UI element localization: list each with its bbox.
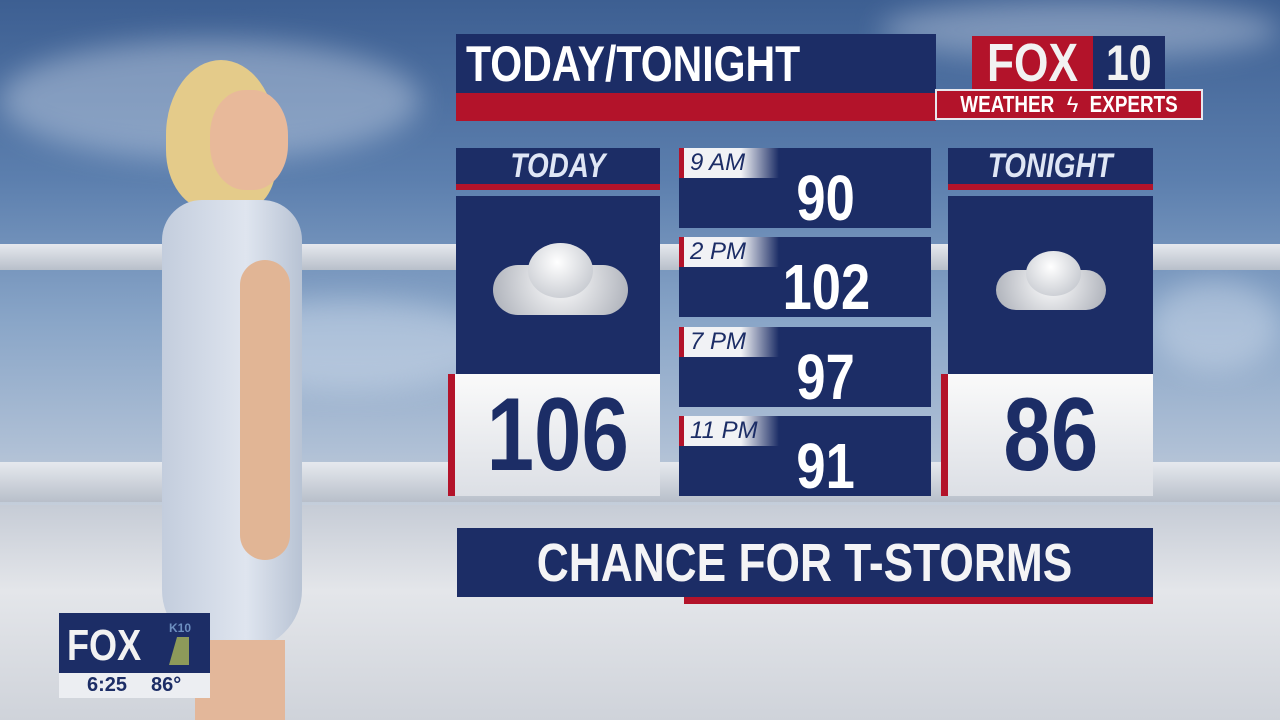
- logo-tagline-left: WEATHER: [960, 91, 1055, 117]
- banner-underline: [684, 597, 1153, 604]
- tonight-label: TONIGHT: [988, 146, 1113, 185]
- hour-temp: 102: [782, 251, 870, 323]
- title-underline: [456, 93, 936, 121]
- hour-label: 9 AM: [679, 148, 779, 178]
- cloud: [1150, 280, 1280, 370]
- hourly-row: 9 AM 90: [679, 148, 931, 234]
- hour-temp: 97: [796, 341, 856, 413]
- hour-label: 7 PM: [679, 327, 779, 357]
- hourly-row: 11 PM 91: [679, 416, 931, 502]
- page-title: TODAY/TONIGHT: [466, 36, 801, 92]
- hourly-row: 7 PM 97: [679, 327, 931, 413]
- today-high-temp: 106: [486, 377, 629, 493]
- logo-channel: 10: [1106, 35, 1152, 91]
- hourly-row: 2 PM 102: [679, 237, 931, 323]
- tonight-low-temp: 86: [1003, 377, 1098, 493]
- bug-temp: 86°: [151, 674, 182, 696]
- today-panel: TODAY 106: [448, 146, 660, 496]
- bug-k10-mark: [169, 637, 189, 665]
- hour-temp: 90: [796, 162, 856, 234]
- hour-temp: 91: [796, 430, 856, 502]
- forecast-banner: CHANCE FOR T-STORMS: [457, 528, 1153, 597]
- lightning-icon: ϟ: [1066, 91, 1079, 117]
- bug-logo: FOX: [67, 621, 142, 670]
- cloud-rain-icon: [948, 196, 1153, 374]
- bug-sub: K10: [169, 621, 192, 635]
- today-label: TODAY: [510, 146, 606, 185]
- station-bug: FOX K10 6:25 86°: [59, 613, 210, 698]
- hour-label: 2 PM: [679, 237, 779, 267]
- tonight-panel: TONIGHT 86: [941, 146, 1153, 496]
- fox10-logo: FOX 10 WEATHER ϟ EXPERTS: [935, 33, 1205, 121]
- banner-text: CHANCE FOR T-STORMS: [537, 532, 1073, 593]
- bug-time: 6:25: [87, 674, 128, 696]
- logo-tagline-right: EXPERTS: [1090, 91, 1179, 117]
- logo-brand: FOX: [986, 33, 1079, 93]
- hour-label: 11 PM: [679, 416, 779, 446]
- title-bar: TODAY/TONIGHT: [456, 34, 936, 94]
- cloud-rain-icon: [456, 196, 660, 374]
